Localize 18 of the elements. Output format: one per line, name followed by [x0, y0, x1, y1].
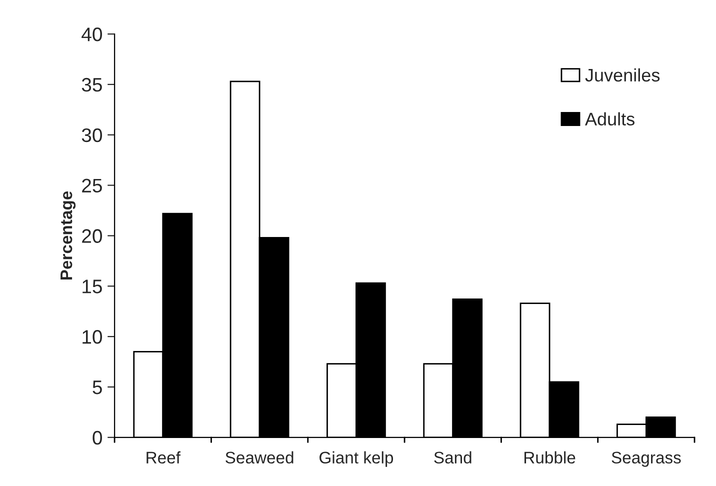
y-tick-label: 5 [92, 380, 102, 394]
x-tick-label: Rubble [524, 451, 576, 464]
legend-label: Adults [584, 112, 634, 126]
x-tick-label: Seagrass [612, 452, 681, 467]
y-tick-label: 40 [82, 27, 102, 42]
legend-label: Juveniles [585, 68, 660, 82]
y-tick-label: 0 [92, 430, 102, 445]
y-tick-label: 25 [82, 178, 102, 193]
y-tick-label: 10 [82, 330, 102, 344]
x-tick-label: Reef [146, 451, 181, 464]
y-tick-label: 30 [82, 128, 102, 142]
y-axis-title: Percentage [60, 191, 76, 280]
y-tick-label: 35 [82, 78, 102, 92]
y-tick-label: 15 [82, 280, 102, 294]
x-tick-label: Giant kelp [320, 451, 394, 467]
x-tick-label: Sand [434, 451, 472, 464]
x-tick-label: Seaweed [226, 451, 294, 464]
y-tick-label: 20 [82, 229, 102, 243]
